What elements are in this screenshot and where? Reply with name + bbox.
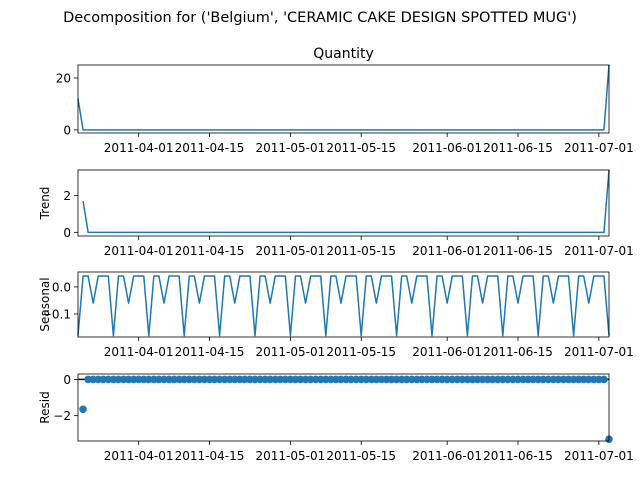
y-tick-label: −2 [53, 409, 71, 423]
y-tick-label: −0.1 [42, 307, 71, 321]
x-tick-label: 2011-05-01 [256, 141, 326, 155]
x-tick-label: 2011-04-15 [175, 141, 245, 155]
x-tick-label: 2011-05-15 [326, 449, 396, 463]
x-tick-label: 2011-05-01 [256, 345, 326, 359]
series-line [82, 169, 610, 234]
resid-point [600, 375, 608, 384]
y-tick-label: 0 [63, 373, 71, 387]
series-line [77, 275, 610, 337]
x-tick-label: 2011-06-01 [412, 345, 482, 359]
x-tick-label: 2011-06-15 [483, 449, 553, 463]
y-tick-label: 0 [63, 123, 71, 137]
x-tick-label: 2011-06-01 [412, 141, 482, 155]
x-tick-label: 2011-04-01 [104, 449, 174, 463]
x-tick-label: 2011-06-15 [483, 244, 553, 258]
x-tick-label: 2011-04-15 [175, 244, 245, 258]
panel-3: Seasonal 0.0 −0.1 2011-04-01 2011-04-15 2011-… [38, 271, 634, 359]
y-tick-label: 20 [56, 71, 71, 85]
x-tick-label: 2011-07-01 [564, 449, 634, 463]
y-axis-label: Resid [38, 391, 52, 423]
x-tick-label: 2011-05-01 [256, 244, 326, 258]
x-tick-label: 2011-06-01 [412, 449, 482, 463]
panel-1: Quantity 0 20 2011-04-01 2011-04-15 2011-05-0… [56, 46, 634, 155]
series-line [77, 64, 610, 131]
y-tick-label: 0 [63, 226, 71, 240]
axes-frame [77, 271, 610, 338]
axes-frame [77, 64, 610, 134]
x-tick-label: 2011-06-15 [483, 345, 553, 359]
y-axis-label: Seasonal [38, 277, 52, 331]
x-tick-label: 2011-06-15 [483, 141, 553, 155]
y-axis-label: Trend [38, 187, 52, 221]
x-tick-label: 2011-04-01 [104, 244, 174, 258]
x-tick-label: 2011-07-01 [564, 141, 634, 155]
x-tick-label: 2011-05-15 [326, 244, 396, 258]
x-tick-label: 2011-04-15 [175, 345, 245, 359]
x-tick-label: 2011-04-01 [104, 345, 174, 359]
y-tick-label: 0.0 [52, 280, 71, 294]
axes-frame [77, 169, 610, 237]
x-tick-label: 2011-04-01 [104, 141, 174, 155]
x-tick-label: 2011-05-15 [326, 345, 396, 359]
x-tick-label: 2011-07-01 [564, 345, 634, 359]
axes-frame [77, 373, 610, 442]
x-tick-label: 2011-07-01 [564, 244, 634, 258]
x-tick-label: 2011-05-01 [256, 449, 326, 463]
x-tick-label: 2011-05-15 [326, 141, 396, 155]
x-tick-label: 2011-04-15 [175, 449, 245, 463]
y-tick-label: 2 [63, 189, 71, 203]
resid-outlier-point [79, 405, 87, 414]
panel-title: Quantity [313, 46, 374, 62]
x-tick-label: 2011-06-01 [412, 244, 482, 258]
figure-suptitle: Decomposition for ('Belgium', 'CERAMIC C… [63, 10, 577, 26]
